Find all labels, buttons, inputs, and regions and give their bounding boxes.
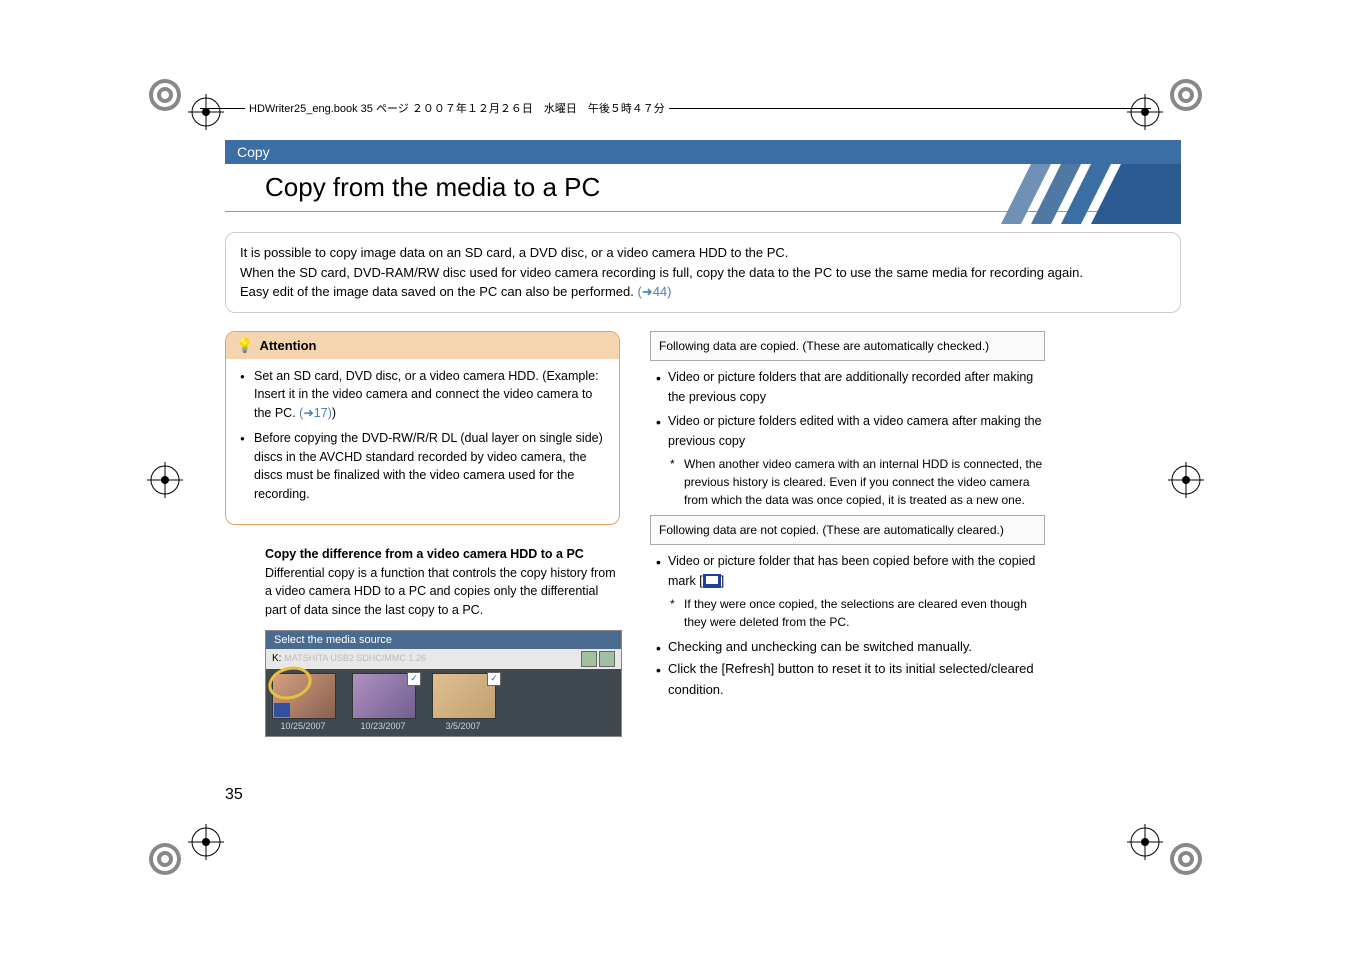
copied-pc-icon (274, 703, 290, 717)
copied-item: Video or picture folders edited with a v… (668, 411, 1045, 509)
media-source-screenshot: Select the media source K: MATSHITA USB2… (265, 630, 622, 737)
attention-box: 💡 Attention Set an SD card, DVD disc, or… (225, 331, 620, 525)
screenshot-title: Select the media source (266, 631, 621, 649)
intro-box: It is possible to copy image data on an … (225, 232, 1181, 313)
bottom-item: Click the [Refresh] button to reset it t… (668, 659, 1045, 701)
bulb-icon: 💡 (236, 337, 253, 354)
thumbnail-date: 3/5/2007 (432, 721, 494, 731)
notcopied-item: Video or picture folder that has been co… (668, 551, 1045, 631)
registration-mark (145, 839, 185, 879)
crop-target-icon (145, 460, 185, 500)
notcopied-header-cell: Following data are not copied. (These ar… (650, 515, 1045, 545)
crop-target-icon (1125, 822, 1165, 862)
page-title: Copy from the media to a PC (225, 164, 1181, 212)
copied-item: Video or picture folders that are additi… (668, 367, 1045, 407)
header-filename: HDWriter25_eng.book 35 ページ ２００７年１２月２６日 水… (245, 100, 669, 116)
drive-info: MATSHITA USB2 SDHC/MMC 1.26 (284, 653, 426, 663)
thumbnail-date: 10/25/2007 (272, 721, 334, 731)
intro-line-3: Easy edit of the image data saved on the… (240, 282, 1166, 302)
diff-copy-title: Copy the difference from a video camera … (265, 545, 620, 564)
attention-header: 💡 Attention (226, 332, 619, 359)
thumbnail-image: ✓ (432, 673, 496, 719)
intro-line-1: It is possible to copy image data on an … (240, 243, 1166, 263)
attention-item: Before copying the DVD-RW/R/R DL (dual l… (254, 429, 605, 504)
checkbox-icon: ✓ (487, 672, 501, 686)
thumbnail: ✓ 10/23/2007 (352, 673, 414, 731)
drive-letter: K: (272, 653, 281, 664)
section-label: Copy (225, 140, 282, 164)
link-page-17[interactable]: (➜17) (299, 406, 332, 420)
attention-item: Set an SD card, DVD disc, or a video cam… (254, 367, 605, 423)
registration-mark (145, 75, 185, 115)
drive-selector: K: MATSHITA USB2 SDHC/MMC 1.26 (266, 649, 621, 669)
thumbnail-date: 10/23/2007 (352, 721, 414, 731)
registration-mark (1166, 839, 1206, 879)
crop-target-icon (186, 822, 226, 862)
intro-line-2: When the SD card, DVD-RAM/RW disc used f… (240, 263, 1166, 283)
thumbnail: ✓ 3/5/2007 (432, 673, 494, 731)
copied-mark-icon (703, 574, 721, 588)
title-stripes-icon (1001, 164, 1181, 224)
copied-note: When another video camera with an intern… (668, 455, 1045, 509)
dropdown-icon (581, 651, 597, 667)
section-bar: Copy (225, 140, 1181, 164)
diff-copy-body: Differential copy is a function that con… (265, 564, 620, 620)
checkbox-icon: ✓ (407, 672, 421, 686)
eject-icon (599, 651, 615, 667)
copied-header-cell: Following data are copied. (These are au… (650, 331, 1045, 361)
diff-copy-section: Copy the difference from a video camera … (265, 545, 620, 620)
page-title-text: Copy from the media to a PC (265, 172, 600, 202)
bottom-item: Checking and unchecking can be switched … (668, 637, 1045, 658)
registration-mark (1166, 75, 1206, 115)
notcopied-note: If they were once copied, the selections… (668, 595, 1045, 631)
thumbnail-image: ✓ (352, 673, 416, 719)
page-number: 35 (225, 786, 243, 804)
link-page-44[interactable]: (➜44) (637, 284, 671, 299)
attention-label: Attention (259, 338, 316, 353)
